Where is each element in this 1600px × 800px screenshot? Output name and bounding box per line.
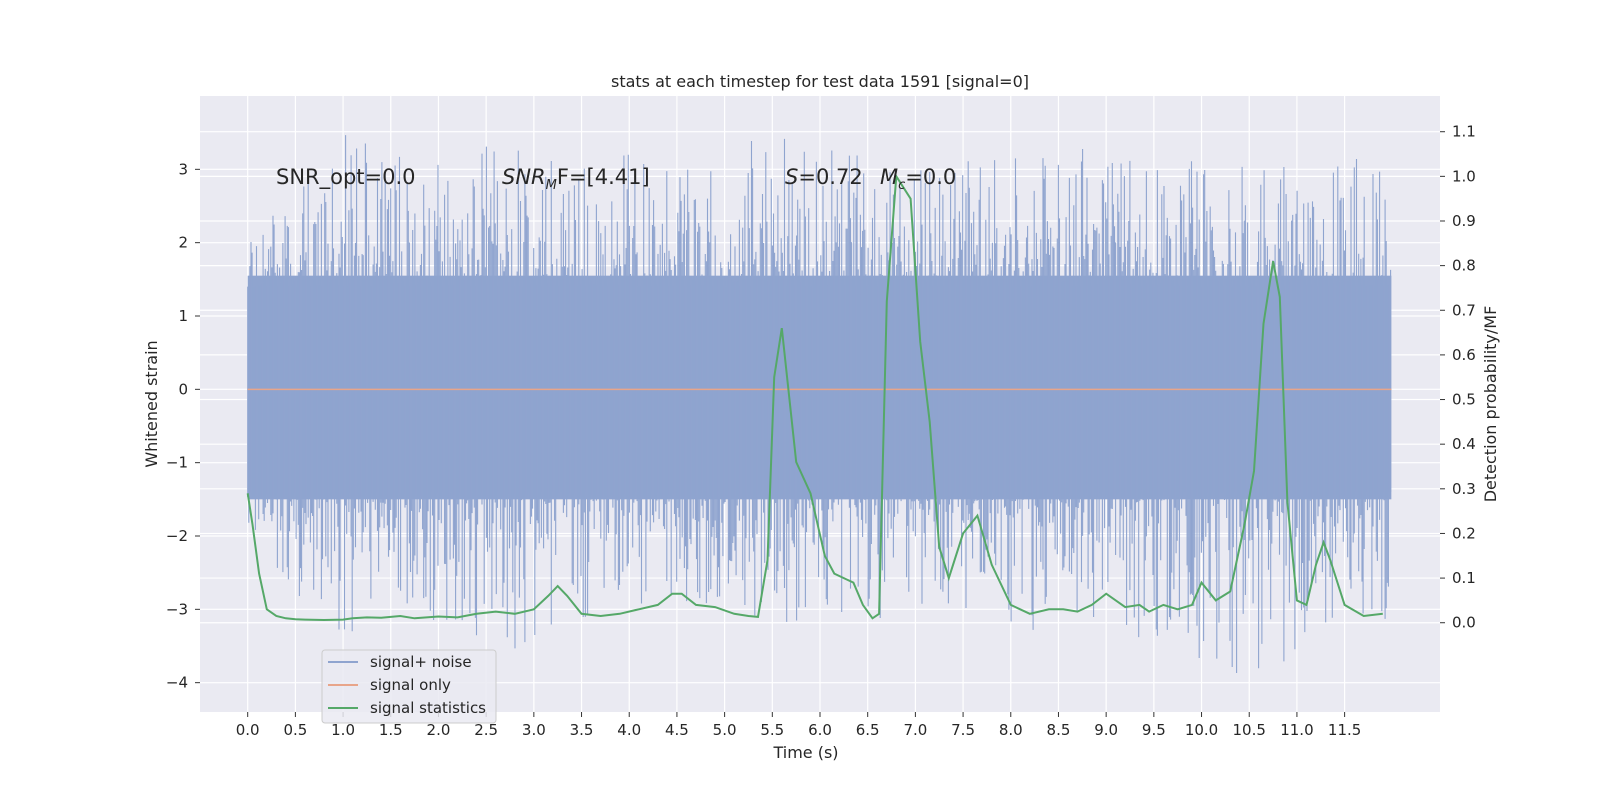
x-tick-label-7: 3.5: [570, 721, 594, 739]
annotation-snr-opt: SNR_opt=0.0: [276, 165, 416, 190]
x-tick-label-20: 10.0: [1185, 721, 1218, 739]
x-tick-label-17: 8.5: [1047, 721, 1071, 739]
y-axis-left-label: Whitened strain: [142, 340, 161, 467]
y-right-tick-label-11: 0.0: [1452, 614, 1476, 632]
y-right-tick-label-3: 0.8: [1452, 257, 1476, 275]
y-right-tick-label-4: 0.7: [1452, 301, 1476, 319]
x-axis-ticks: 0.0 0.5 1.0 1.5 2.0 2.5 3.0 3.5 4.0 4.5 5.0 5.5 6.0 6…: [236, 712, 1361, 739]
y-axis-left-ticks: 3 2 1 0 −1 −2 −3 −4: [166, 160, 200, 692]
x-tick-label-11: 5.5: [760, 721, 784, 739]
x-tick-label-22: 11.0: [1280, 721, 1313, 739]
x-tick-label-9: 4.5: [665, 721, 689, 739]
y-axis-right-label: Detection probability/MF: [1481, 306, 1500, 503]
x-tick-label-2: 1.0: [331, 721, 355, 739]
x-tick-label-21: 10.5: [1233, 721, 1266, 739]
legend: signal+ noise signal only signal statist…: [321, 649, 497, 724]
x-tick-label-8: 4.0: [617, 721, 641, 739]
annotation-snr-mf-tail: F=[4.41]: [557, 165, 650, 189]
annotation-snr-mf: SNRMF=[4.41]: [502, 165, 650, 193]
x-tick-label-0: 0.0: [236, 721, 260, 739]
y-left-tick-label-0: 3: [178, 160, 188, 178]
y-right-tick-label-10: 0.1: [1452, 569, 1476, 587]
legend-label-signal-noise: signal+ noise: [370, 653, 472, 671]
annotation-mc-sub: c: [898, 178, 905, 193]
y-left-tick-label-7: −4: [166, 674, 188, 692]
annotation-mc-var: M: [880, 165, 898, 189]
x-axis-label: Time (s): [772, 743, 838, 762]
x-tick-label-12: 6.0: [808, 721, 832, 739]
y-axis-right-ticks: 1.1 1.0 0.9 0.8 0.7 0.6 0.5 0.4 0.3 0.2 0.1 0.0: [1440, 123, 1476, 632]
y-left-tick-label-2: 1: [178, 307, 188, 325]
x-tick-label-15: 7.5: [951, 721, 975, 739]
signal-statistics-series: [246, 173, 1383, 622]
y-right-tick-label-8: 0.3: [1452, 480, 1476, 498]
x-tick-label-4: 2.0: [427, 721, 451, 739]
x-tick-label-14: 7.0: [903, 721, 927, 739]
y-right-tick-label-5: 0.6: [1452, 346, 1476, 364]
x-tick-label-19: 9.5: [1142, 721, 1166, 739]
annotation-snr-mf-main: SNR: [502, 165, 546, 189]
annotation-mc-value: =0.0: [905, 165, 956, 189]
y-left-tick-label-1: 2: [178, 234, 188, 252]
y-left-tick-label-5: −2: [166, 527, 188, 545]
annotation-s-value: =0.72: [798, 165, 862, 189]
x-tick-label-5: 2.5: [474, 721, 498, 739]
y-right-tick-label-1: 1.0: [1452, 167, 1476, 185]
x-tick-label-16: 8.0: [999, 721, 1023, 739]
y-right-tick-label-0: 1.1: [1452, 123, 1476, 141]
y-right-tick-label-6: 0.5: [1452, 391, 1476, 409]
annotation-snr-mf-sub: M: [546, 178, 557, 193]
y-right-tick-label-9: 0.2: [1452, 524, 1476, 542]
x-tick-label-23: 11.5: [1328, 721, 1361, 739]
y-left-tick-label-6: −3: [166, 600, 188, 618]
x-tick-label-6: 3.0: [522, 721, 546, 739]
y-left-tick-label-3: 0: [178, 380, 188, 398]
legend-box: [321, 649, 497, 724]
signal-noise-series: [247, 135, 1392, 673]
x-tick-label-10: 5.0: [713, 721, 737, 739]
y-right-tick-label-2: 0.9: [1452, 212, 1476, 230]
annotation-s: S=0.72: [785, 165, 863, 189]
x-tick-label-1: 0.5: [283, 721, 307, 739]
y-right-tick-label-7: 0.4: [1452, 435, 1476, 453]
annotation-s-var: S: [785, 165, 798, 189]
x-tick-label-13: 6.5: [856, 721, 880, 739]
legend-label-signal-only: signal only: [370, 676, 451, 694]
y-left-tick-label-4: −1: [166, 454, 188, 472]
chart-title: stats at each timestep for test data 159…: [611, 72, 1029, 91]
annotation-mc: Mc=0.0: [880, 165, 956, 193]
x-tick-label-3: 1.5: [379, 721, 403, 739]
x-tick-label-18: 9.0: [1094, 721, 1118, 739]
legend-label-signal-statistics: signal statistics: [370, 699, 486, 717]
